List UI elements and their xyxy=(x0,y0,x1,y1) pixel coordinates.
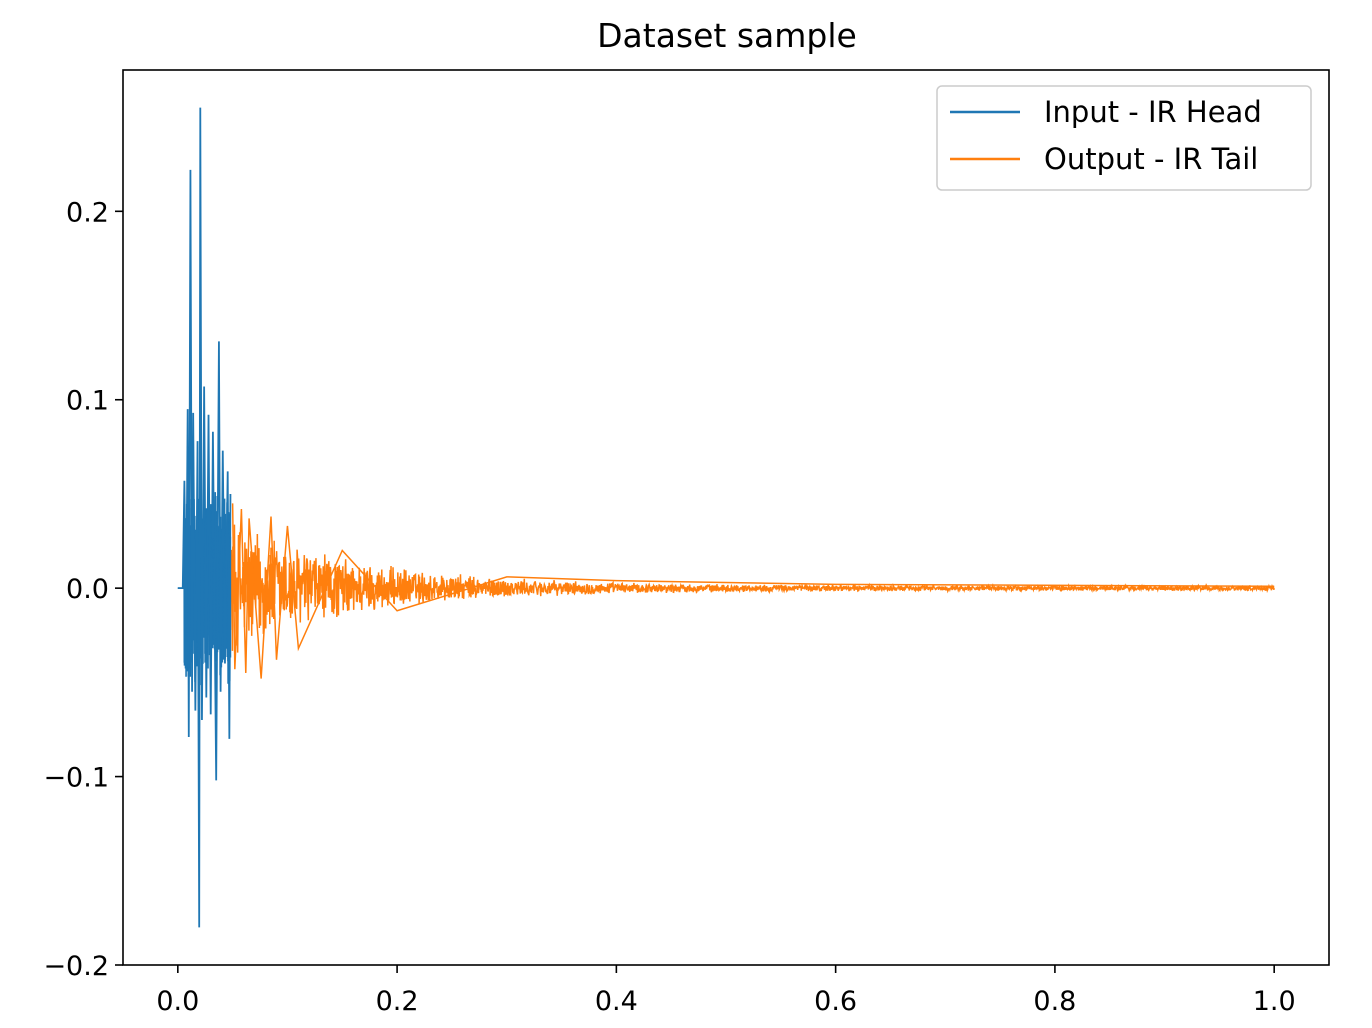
legend-label-input: Input - IR Head xyxy=(1044,95,1262,129)
y-tick-label: −0.1 xyxy=(43,763,109,794)
y-axis: −0.2 −0.1 0.0 0.1 0.2 xyxy=(43,197,123,982)
axes-frame xyxy=(122,69,1330,966)
x-axis: 0.0 0.2 0.4 0.6 0.8 1.0 xyxy=(156,965,1296,1017)
x-tick-label: 0.6 xyxy=(814,986,857,1017)
legend: Input - IR Head Output - IR Tail xyxy=(936,85,1312,191)
series-peaks-input-ir-head xyxy=(177,107,232,928)
plot-area xyxy=(177,107,1275,928)
x-tick-label: 0.4 xyxy=(595,986,638,1017)
series-line-output-ir-tail xyxy=(229,524,1275,653)
x-tick-label: 0.2 xyxy=(376,986,419,1017)
chart-title: Dataset sample xyxy=(597,16,857,55)
y-tick-label: 0.2 xyxy=(66,197,109,228)
x-tick-label: 0.0 xyxy=(156,986,199,1017)
x-tick-label: 0.8 xyxy=(1033,986,1076,1017)
series-peaks-output-ir-tail xyxy=(231,503,1275,679)
x-tick-label: 1.0 xyxy=(1253,986,1296,1017)
legend-label-output: Output - IR Tail xyxy=(1044,142,1258,176)
legend-box xyxy=(936,85,1312,191)
y-tick-label: −0.2 xyxy=(43,951,109,982)
y-tick-label: 0.0 xyxy=(66,574,109,605)
y-tick-label: 0.1 xyxy=(66,386,109,417)
